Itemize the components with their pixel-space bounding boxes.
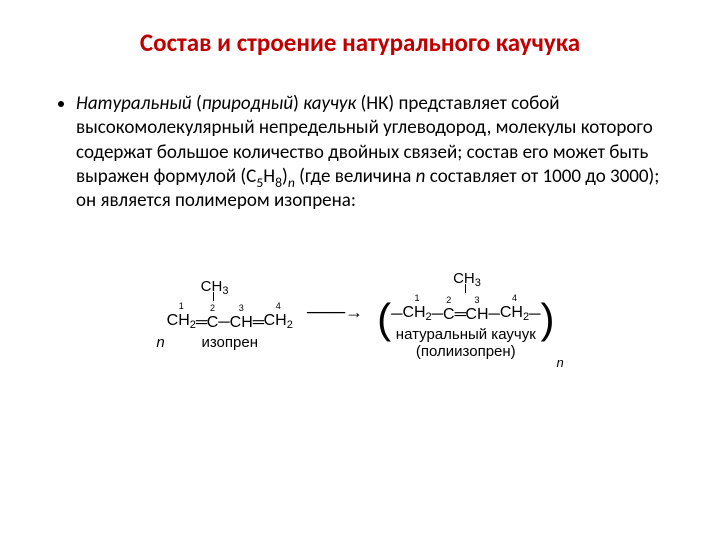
- reaction-diagram: n CH3 1CH2 ═ 2C ─ 3CH ═ 4CH2: [48, 270, 672, 360]
- body-text: Натуральный (природный) каучук (НК) пред…: [48, 92, 672, 214]
- reaction-arrow: ───→: [307, 302, 363, 323]
- monomer-block: CH3 1CH2 ═ 2C ─ 3CH ═ 4CH2 изопрен: [167, 278, 293, 351]
- paragraph: Натуральный (природный) каучук (НК) пред…: [76, 92, 672, 214]
- word-natural: Натуральный: [76, 92, 192, 115]
- right-bracket: ): [540, 300, 554, 338]
- polymer-degree: n: [556, 355, 563, 370]
- polymer-group: ( CH3 ─ 1CH2 ─ 2C ═ 3CH ─ 4CH2: [377, 270, 564, 360]
- monomer-coefficient: n: [156, 334, 164, 351]
- polymer-block: CH3 ─ 1CH2 ─ 2C ═ 3CH ─ 4CH2 ─: [391, 270, 540, 360]
- polymer-formula: ─ 1CH2 ─ 2C ═ 3CH ─ 4CH2 ─: [391, 294, 540, 323]
- polymer-caption: натуральный каучук (полиизопрен): [396, 326, 536, 360]
- polymer-ch3: CH3: [453, 270, 481, 284]
- polymer-vbond: [465, 284, 466, 293]
- slide: Состав и строение натурального каучука Н…: [0, 0, 720, 540]
- monomer-ch3: CH3: [201, 278, 229, 292]
- monomer-formula: 1CH2 ═ 2C ─ 3CH ═ 4CH2: [167, 302, 293, 331]
- monomer-vbond: [213, 292, 214, 301]
- left-bracket: (: [377, 300, 391, 338]
- monomer-group: n CH3 1CH2 ═ 2C ─ 3CH ═ 4CH2: [156, 278, 293, 351]
- slide-title: Состав и строение натурального каучука: [48, 28, 672, 58]
- monomer-caption: изопрен: [201, 334, 258, 351]
